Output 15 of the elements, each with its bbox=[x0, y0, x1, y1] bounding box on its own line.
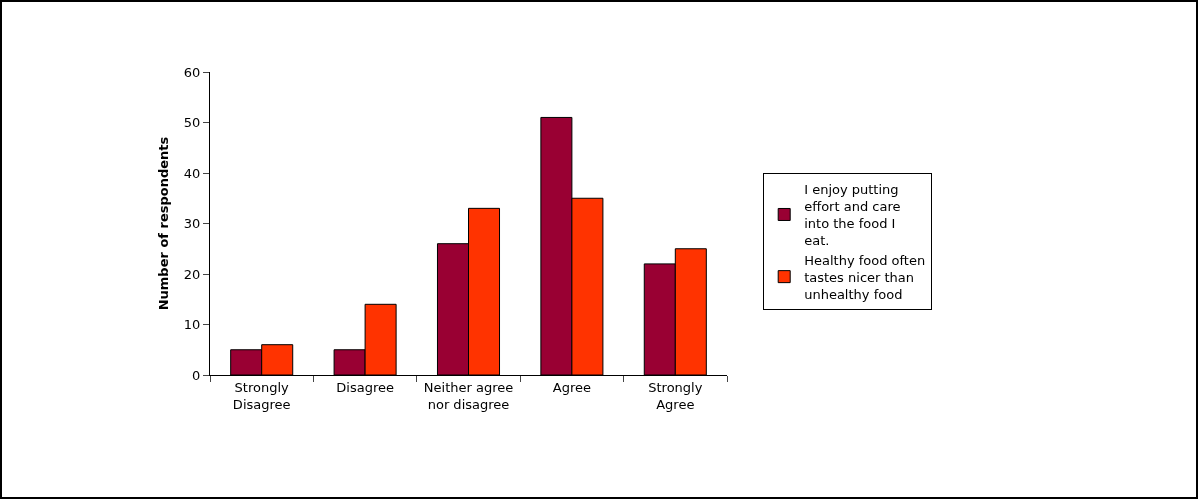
x-tick-label: Strongly Disagree bbox=[232, 379, 291, 412]
y-tick-label: 50 bbox=[183, 115, 201, 131]
y-tick-label: 60 bbox=[183, 64, 201, 80]
x-tick-label: Disagree bbox=[336, 379, 394, 395]
x-tick-label: Agree bbox=[552, 379, 591, 395]
y-axis-title: Number of respondents bbox=[155, 136, 171, 311]
y-tick-label: 30 bbox=[183, 216, 201, 232]
y-tick-label: 0 bbox=[192, 367, 201, 383]
y-tick-label: 40 bbox=[183, 165, 201, 181]
y-tick-label: 10 bbox=[183, 317, 201, 333]
legend-label: I enjoy putting effort and care into the food I eat. bbox=[804, 182, 901, 248]
x-tick-label: Strongly Agree bbox=[648, 379, 703, 412]
x-tick-label: Neither agree nor disagree bbox=[423, 379, 514, 412]
y-tick-label: 20 bbox=[183, 266, 201, 282]
legend-label: Healthy food often tastes nicer than unhealthy food bbox=[804, 252, 926, 302]
